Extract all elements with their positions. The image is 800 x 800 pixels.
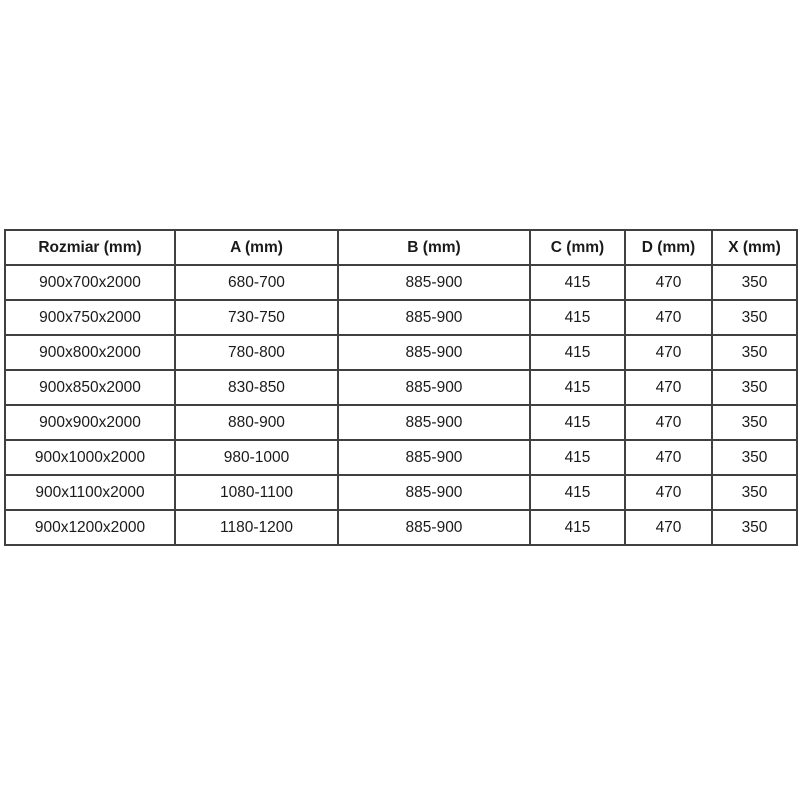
size-specification-table: Rozmiar (mm) A (mm) B (mm) C (mm) D (mm) X (m… [4, 229, 798, 546]
table-cell: 415 [529, 264, 626, 301]
table-cell: 350 [711, 334, 798, 371]
table-cell: 680-700 [174, 264, 339, 301]
table-cell: 900x850x2000 [4, 369, 176, 406]
table-cell: 415 [529, 509, 626, 546]
table-cell: 900x800x2000 [4, 334, 176, 371]
column-header: Rozmiar (mm) [4, 229, 176, 266]
table-cell: 900x750x2000 [4, 299, 176, 336]
table-cell: 885-900 [337, 474, 531, 511]
table-cell: 415 [529, 369, 626, 406]
column-header: A (mm) [174, 229, 339, 266]
table-cell: 880-900 [174, 404, 339, 441]
table-cell: 470 [624, 334, 713, 371]
table-cell: 350 [711, 299, 798, 336]
table-cell: 415 [529, 334, 626, 371]
table-row: 900x700x2000 680-700 885-900 415 470 350 [4, 264, 798, 301]
table-cell: 350 [711, 404, 798, 441]
table-cell: 885-900 [337, 264, 531, 301]
table-cell: 900x1200x2000 [4, 509, 176, 546]
table-cell: 470 [624, 474, 713, 511]
table-cell: 415 [529, 299, 626, 336]
table-cell: 885-900 [337, 404, 531, 441]
table-cell: 900x1000x2000 [4, 439, 176, 476]
table-cell: 730-750 [174, 299, 339, 336]
table-row: 900x900x2000 880-900 885-900 415 470 350 [4, 404, 798, 441]
column-header: B (mm) [337, 229, 531, 266]
table-cell: 350 [711, 509, 798, 546]
table-cell: 830-850 [174, 369, 339, 406]
table-cell: 885-900 [337, 369, 531, 406]
table-cell: 415 [529, 474, 626, 511]
table-cell: 470 [624, 404, 713, 441]
table-cell: 885-900 [337, 334, 531, 371]
table-cell: 415 [529, 439, 626, 476]
table-cell: 900x700x2000 [4, 264, 176, 301]
table-cell: 885-900 [337, 299, 531, 336]
table-body: 900x700x2000 680-700 885-900 415 470 350 900x7… [4, 264, 798, 546]
table-cell: 885-900 [337, 439, 531, 476]
table-cell: 780-800 [174, 334, 339, 371]
table-cell: 900x900x2000 [4, 404, 176, 441]
table-cell: 470 [624, 439, 713, 476]
table-cell: 470 [624, 369, 713, 406]
table-header: Rozmiar (mm) A (mm) B (mm) C (mm) D (mm) X (m… [4, 229, 798, 266]
table-cell: 470 [624, 299, 713, 336]
table-cell: 1080-1100 [174, 474, 339, 511]
table-cell: 415 [529, 404, 626, 441]
table-cell: 470 [624, 264, 713, 301]
table-cell: 470 [624, 509, 713, 546]
table-row: 900x1200x2000 1180-1200 885-900 415 470 350 [4, 509, 798, 546]
column-header: X (mm) [711, 229, 798, 266]
table-cell: 885-900 [337, 509, 531, 546]
table-row: 900x800x2000 780-800 885-900 415 470 350 [4, 334, 798, 371]
table-row: 900x1000x2000 980-1000 885-900 415 470 350 [4, 439, 798, 476]
table-row: 900x750x2000 730-750 885-900 415 470 350 [4, 299, 798, 336]
table-header-row: Rozmiar (mm) A (mm) B (mm) C (mm) D (mm) X (m… [4, 229, 798, 266]
column-header: D (mm) [624, 229, 713, 266]
table-cell: 900x1100x2000 [4, 474, 176, 511]
table-cell: 980-1000 [174, 439, 339, 476]
table-cell: 350 [711, 369, 798, 406]
table-row: 900x850x2000 830-850 885-900 415 470 350 [4, 369, 798, 406]
table-cell: 1180-1200 [174, 509, 339, 546]
table-cell: 350 [711, 439, 798, 476]
column-header: C (mm) [529, 229, 626, 266]
table-cell: 350 [711, 474, 798, 511]
table-row: 900x1100x2000 1080-1100 885-900 415 470 350 [4, 474, 798, 511]
table-cell: 350 [711, 264, 798, 301]
